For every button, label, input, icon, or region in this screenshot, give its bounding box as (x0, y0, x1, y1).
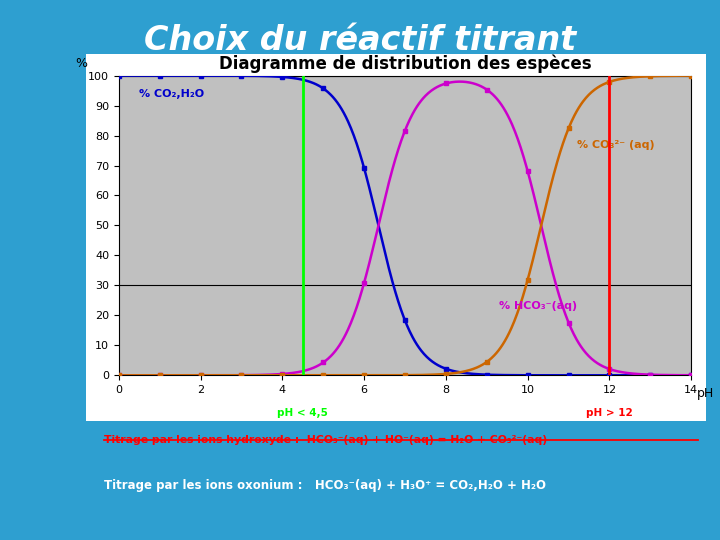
Text: % CO₂,H₂O: % CO₂,H₂O (139, 89, 204, 99)
Text: Titrage par les ions oxonium :   HCO₃⁻(aq) + H₃O⁺ = CO₂,H₂O + H₂O: Titrage par les ions oxonium : HCO₃⁻(aq)… (104, 480, 546, 492)
Text: Choix du réactif titrant: Choix du réactif titrant (144, 24, 576, 57)
Text: %: % (76, 57, 88, 70)
Text: pH < 4,5: pH < 4,5 (277, 408, 328, 418)
Text: % HCO₃⁻(aq): % HCO₃⁻(aq) (499, 301, 577, 312)
Title: Diagramme de distribution des espèces: Diagramme de distribution des espèces (219, 54, 591, 73)
Text: Titrage par les ions hydroxyde :  HCO₃⁻(aq) + HO⁻(aq) = H₂O + CO₃²⁻(aq): Titrage par les ions hydroxyde : HCO₃⁻(a… (104, 435, 547, 445)
Text: % CO₃²⁻ (aq): % CO₃²⁻ (aq) (577, 139, 654, 150)
Text: pH > 12: pH > 12 (586, 408, 633, 418)
Text: pH: pH (697, 387, 714, 400)
